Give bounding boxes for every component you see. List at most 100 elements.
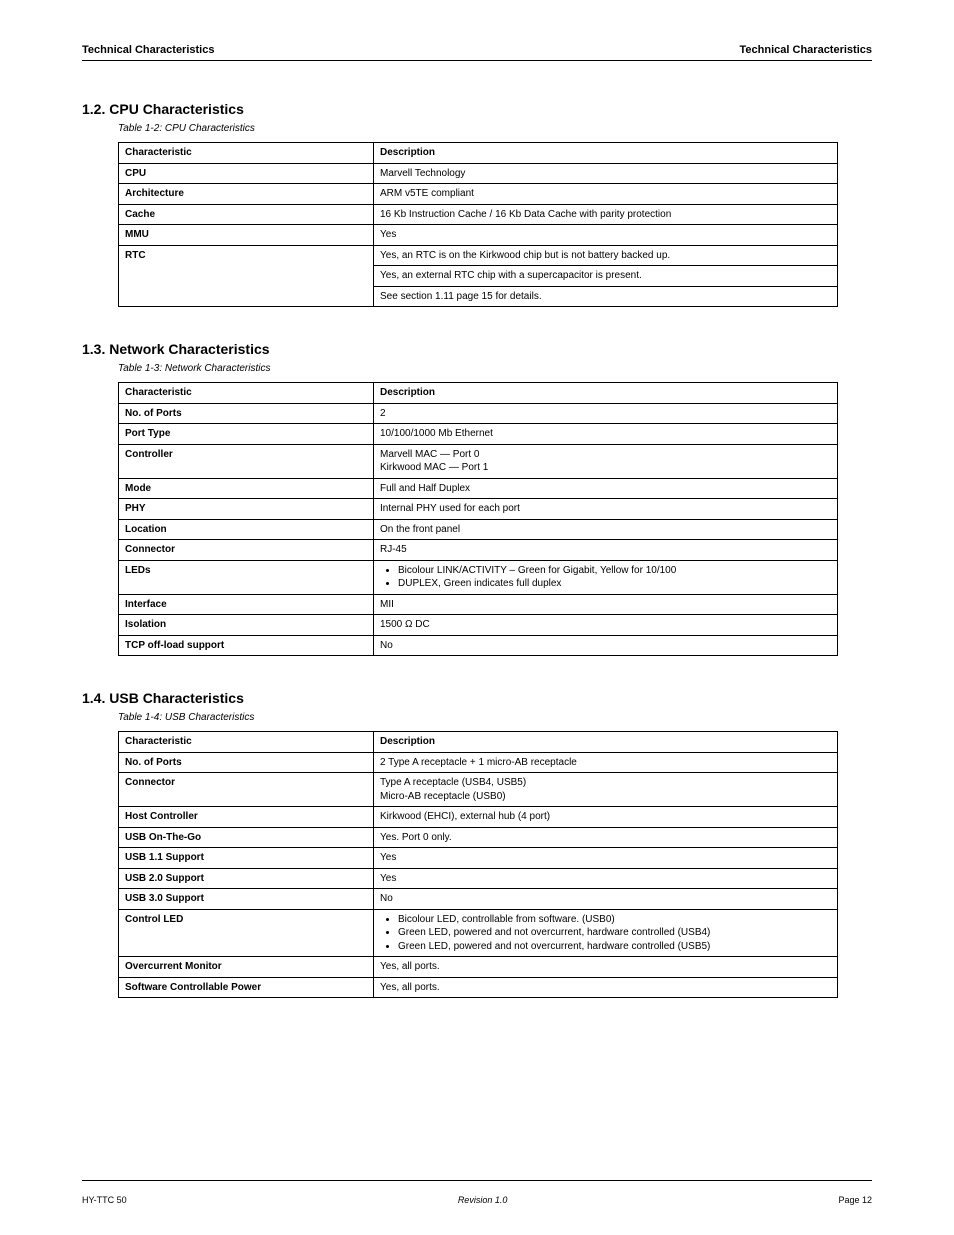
row-value: Yes xyxy=(374,848,838,869)
row-label: Control LED xyxy=(119,909,374,957)
row-label: Mode xyxy=(119,478,374,499)
table-row: Software Controllable Power Yes, all por… xyxy=(119,977,838,998)
row-value: No xyxy=(374,889,838,910)
page: Technical Characteristics Technical Char… xyxy=(0,0,954,1235)
table-row: Connector Type A receptacle (USB4, USB5)… xyxy=(119,773,838,807)
table-row: MMU Yes xyxy=(119,225,838,246)
row-value: Marvell MAC — Port 0 Kirkwood MAC — Port… xyxy=(374,444,838,478)
footer-page: Page 12 xyxy=(838,1195,872,1205)
table-row: LEDs Bicolour LINK/ACTIVITY – Green for … xyxy=(119,560,838,594)
row-label: Overcurrent Monitor xyxy=(119,957,374,978)
network-table-caption: Table 1-3: Network Characteristics xyxy=(118,363,872,374)
table-row: USB 2.0 Support Yes xyxy=(119,868,838,889)
header-cell: Characteristic xyxy=(119,383,374,404)
row-value-line: Micro-AB receptacle (USB0) xyxy=(380,791,506,802)
row-value: Yes, all ports. xyxy=(374,977,838,998)
row-value-line: Kirkwood MAC — Port 1 xyxy=(380,462,488,473)
usb-section-title: 1.4. USB Characteristics xyxy=(82,690,872,706)
header-cell: Characteristic xyxy=(119,143,374,164)
row-value: Yes, all ports. xyxy=(374,957,838,978)
usb-table: Characteristic Description No. of Ports … xyxy=(118,731,838,998)
table-row: Characteristic Description xyxy=(119,143,838,164)
row-value: Yes xyxy=(374,225,838,246)
table-row: Architecture ARM v5TE compliant xyxy=(119,184,838,205)
cpu-section-title: 1.2. CPU Characteristics xyxy=(82,101,872,117)
row-value: 2 xyxy=(374,403,838,424)
footer-revision: Revision 1.0 xyxy=(458,1195,508,1205)
table-row: Characteristic Description xyxy=(119,732,838,753)
row-label: Software Controllable Power xyxy=(119,977,374,998)
row-value: ARM v5TE compliant xyxy=(374,184,838,205)
row-value: RJ-45 xyxy=(374,540,838,561)
row-value: Type A receptacle (USB4, USB5) Micro-AB … xyxy=(374,773,838,807)
row-label: Cache xyxy=(119,204,374,225)
row-value: On the front panel xyxy=(374,519,838,540)
row-value-line: Marvell MAC — Port 0 xyxy=(380,449,479,460)
row-label: MMU xyxy=(119,225,374,246)
page-header: Technical Characteristics Technical Char… xyxy=(82,44,872,56)
table-row: No. of Ports 2 xyxy=(119,403,838,424)
table-row: Interface MII xyxy=(119,594,838,615)
row-value: 2 Type A receptacle + 1 micro-AB recepta… xyxy=(374,752,838,773)
row-value: No xyxy=(374,635,838,656)
row-label: Host Controller xyxy=(119,807,374,828)
row-label: Port Type xyxy=(119,424,374,445)
row-label: Location xyxy=(119,519,374,540)
header-cell: Description xyxy=(374,732,838,753)
row-value: Full and Half Duplex xyxy=(374,478,838,499)
header-left: Technical Characteristics xyxy=(82,44,214,56)
header-rule xyxy=(82,60,872,61)
row-label: RTC xyxy=(119,245,374,307)
bullet-item: Green LED, powered and not overcurrent, … xyxy=(398,940,831,954)
row-value: 1500 Ω DC xyxy=(374,615,838,636)
row-value: Yes xyxy=(374,868,838,889)
network-section-title: 1.3. Network Characteristics xyxy=(82,341,872,357)
bullet-item: Green LED, powered and not overcurrent, … xyxy=(398,926,831,940)
table-row: Overcurrent Monitor Yes, all ports. xyxy=(119,957,838,978)
cpu-table-caption: Table 1-2: CPU Characteristics xyxy=(118,123,872,134)
bullet-list: Bicolour LINK/ACTIVITY – Green for Gigab… xyxy=(380,564,831,591)
row-label: PHY xyxy=(119,499,374,520)
header-right: Technical Characteristics xyxy=(740,44,872,56)
bullet-list: Bicolour LED, controllable from software… xyxy=(380,913,831,954)
table-row: No. of Ports 2 Type A receptacle + 1 mic… xyxy=(119,752,838,773)
table-row: USB On-The-Go Yes. Port 0 only. xyxy=(119,827,838,848)
row-label: USB On-The-Go xyxy=(119,827,374,848)
table-row: Control LED Bicolour LED, controllable f… xyxy=(119,909,838,957)
row-label: Controller xyxy=(119,444,374,478)
row-value: Marvell Technology xyxy=(374,163,838,184)
row-value: See section 1.11 page 15 for details. xyxy=(374,286,838,307)
row-value: 10/100/1000 Mb Ethernet xyxy=(374,424,838,445)
usb-table-caption: Table 1-4: USB Characteristics xyxy=(118,712,872,723)
table-row: Mode Full and Half Duplex xyxy=(119,478,838,499)
row-value-line: Type A receptacle (USB4, USB5) xyxy=(380,777,526,788)
row-value: 16 Kb Instruction Cache / 16 Kb Data Cac… xyxy=(374,204,838,225)
table-row: Connector RJ-45 xyxy=(119,540,838,561)
row-value: Kirkwood (EHCI), external hub (4 port) xyxy=(374,807,838,828)
row-label: Connector xyxy=(119,540,374,561)
row-value: Yes, an external RTC chip with a superca… xyxy=(374,266,838,287)
row-value: Bicolour LINK/ACTIVITY – Green for Gigab… xyxy=(374,560,838,594)
header-cell: Description xyxy=(374,143,838,164)
network-table: Characteristic Description No. of Ports … xyxy=(118,382,838,656)
bullet-item: Bicolour LINK/ACTIVITY – Green for Gigab… xyxy=(398,564,831,578)
page-footer: HY-TTC 50 Revision 1.0 Page 12 xyxy=(82,1195,872,1205)
table-row: Port Type 10/100/1000 Mb Ethernet xyxy=(119,424,838,445)
row-label: Interface xyxy=(119,594,374,615)
cpu-table: Characteristic Description CPU Marvell T… xyxy=(118,142,838,307)
row-value: MII xyxy=(374,594,838,615)
bullet-item: DUPLEX, Green indicates full duplex xyxy=(398,577,831,591)
bullet-item: Bicolour LED, controllable from software… xyxy=(398,913,831,927)
header-cell: Characteristic xyxy=(119,732,374,753)
row-label: LEDs xyxy=(119,560,374,594)
row-value: Bicolour LED, controllable from software… xyxy=(374,909,838,957)
table-row: TCP off-load support No xyxy=(119,635,838,656)
row-label: USB 3.0 Support xyxy=(119,889,374,910)
row-label: TCP off-load support xyxy=(119,635,374,656)
footer-rule xyxy=(82,1180,872,1181)
row-label: USB 1.1 Support xyxy=(119,848,374,869)
row-value: Yes. Port 0 only. xyxy=(374,827,838,848)
row-label: No. of Ports xyxy=(119,403,374,424)
table-row: Characteristic Description xyxy=(119,383,838,404)
table-row: PHY Internal PHY used for each port xyxy=(119,499,838,520)
